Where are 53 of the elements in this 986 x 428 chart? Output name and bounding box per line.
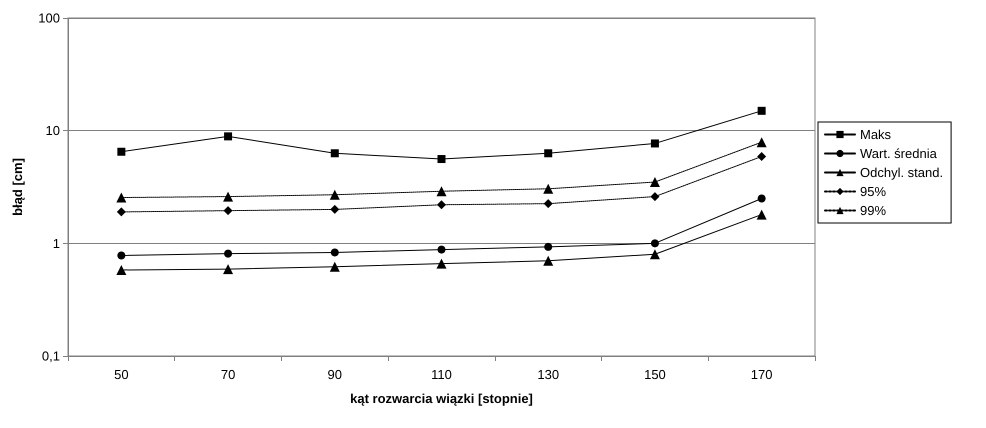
point bbox=[224, 132, 232, 140]
point bbox=[330, 149, 339, 158]
legend-label: Maks bbox=[860, 127, 892, 142]
point bbox=[650, 139, 659, 148]
point bbox=[437, 200, 446, 210]
point bbox=[758, 194, 766, 202]
point bbox=[116, 264, 126, 275]
x-tick-label: 170 bbox=[750, 367, 772, 382]
legend-label: 95% bbox=[860, 184, 886, 199]
x-tick-label: 110 bbox=[431, 367, 452, 382]
x-axis-title: kąt rozwarcia wiązki [stopnie] bbox=[350, 391, 533, 406]
legend-label: 99% bbox=[860, 203, 886, 218]
legend-label: Odchyl. stand. bbox=[860, 165, 944, 180]
y-tick-label: 1 bbox=[52, 236, 60, 251]
point bbox=[756, 137, 767, 148]
point bbox=[650, 239, 659, 248]
point bbox=[438, 155, 446, 164]
y-axis-title: błąd [cm] bbox=[10, 158, 25, 216]
point bbox=[330, 190, 340, 200]
point bbox=[116, 207, 126, 216]
point bbox=[330, 248, 339, 256]
x-tick-label: 50 bbox=[114, 367, 129, 382]
point bbox=[330, 204, 340, 214]
point bbox=[650, 192, 660, 202]
point bbox=[544, 242, 552, 251]
point bbox=[224, 206, 233, 216]
point bbox=[650, 249, 660, 260]
point bbox=[436, 258, 446, 269]
point bbox=[756, 210, 767, 220]
point bbox=[436, 186, 446, 196]
point bbox=[650, 177, 660, 188]
x-tick-label: 70 bbox=[220, 367, 236, 382]
point bbox=[117, 251, 126, 260]
point bbox=[757, 152, 766, 161]
point bbox=[116, 192, 126, 203]
legend-label: Wart. średnia bbox=[860, 146, 938, 161]
point bbox=[330, 262, 340, 272]
x-tick-label: 90 bbox=[328, 367, 342, 382]
point bbox=[758, 106, 766, 115]
point bbox=[223, 264, 234, 274]
y-tick-label: 100 bbox=[38, 10, 60, 26]
x-tick-label: 150 bbox=[644, 367, 666, 382]
point bbox=[544, 199, 553, 208]
point bbox=[438, 246, 446, 254]
point bbox=[544, 149, 552, 158]
point bbox=[543, 256, 554, 266]
x-tick-label: 130 bbox=[537, 367, 560, 382]
point bbox=[224, 250, 232, 258]
point bbox=[117, 148, 126, 156]
y-tick-label: 10 bbox=[46, 123, 60, 138]
point bbox=[543, 184, 554, 194]
point bbox=[223, 192, 234, 202]
y-tick-label: 0,1 bbox=[42, 348, 60, 364]
